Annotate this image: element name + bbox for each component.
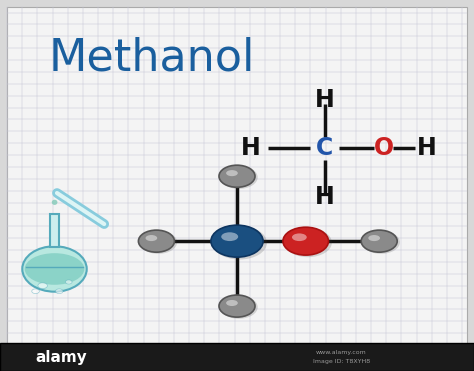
Ellipse shape: [138, 230, 174, 252]
Ellipse shape: [146, 235, 157, 241]
Ellipse shape: [211, 225, 263, 257]
Ellipse shape: [22, 246, 87, 292]
Text: Methanol: Methanol: [48, 36, 255, 79]
Text: Image ID: T8XYH8: Image ID: T8XYH8: [313, 359, 370, 364]
Ellipse shape: [284, 228, 332, 257]
Ellipse shape: [292, 233, 307, 241]
FancyBboxPatch shape: [0, 343, 474, 371]
Text: H: H: [241, 137, 261, 160]
Text: www.alamy.com: www.alamy.com: [316, 350, 367, 355]
Ellipse shape: [52, 200, 57, 205]
Ellipse shape: [139, 231, 177, 254]
Ellipse shape: [55, 289, 63, 293]
FancyBboxPatch shape: [7, 7, 467, 345]
Ellipse shape: [226, 300, 238, 306]
Ellipse shape: [220, 296, 258, 319]
Text: alamy: alamy: [36, 350, 88, 365]
Text: C: C: [316, 137, 333, 160]
Text: H: H: [315, 185, 335, 209]
Ellipse shape: [362, 231, 400, 254]
Ellipse shape: [65, 280, 72, 284]
FancyBboxPatch shape: [50, 214, 59, 247]
Ellipse shape: [361, 230, 397, 252]
Ellipse shape: [220, 166, 258, 189]
Ellipse shape: [221, 232, 238, 241]
Ellipse shape: [219, 165, 255, 187]
Ellipse shape: [25, 253, 84, 285]
Ellipse shape: [283, 227, 328, 255]
Ellipse shape: [226, 170, 238, 176]
Ellipse shape: [368, 235, 380, 241]
Text: O: O: [374, 137, 394, 160]
Text: H: H: [315, 88, 335, 112]
Ellipse shape: [212, 226, 267, 260]
Text: H: H: [417, 137, 437, 160]
Ellipse shape: [219, 295, 255, 317]
Ellipse shape: [38, 283, 47, 289]
Ellipse shape: [32, 289, 39, 293]
